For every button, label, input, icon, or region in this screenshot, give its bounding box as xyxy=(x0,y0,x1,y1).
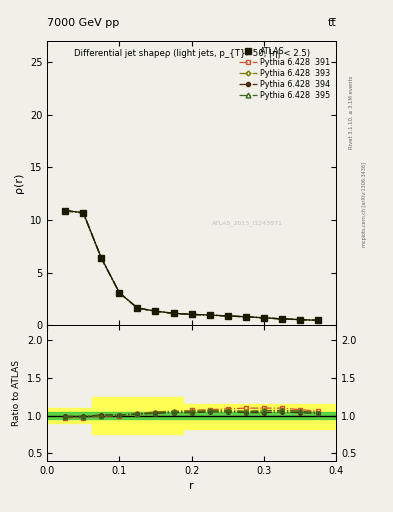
Text: tt̅: tt̅ xyxy=(327,18,336,28)
Text: ATLAS_2013_I1243871: ATLAS_2013_I1243871 xyxy=(212,220,283,226)
Text: mcplots.cern.ch [arXiv:1306.3436]: mcplots.cern.ch [arXiv:1306.3436] xyxy=(362,162,367,247)
Y-axis label: ρ(r): ρ(r) xyxy=(14,173,24,194)
X-axis label: r: r xyxy=(189,481,194,491)
Legend: ATLAS, Pythia 6.428  391, Pythia 6.428  393, Pythia 6.428  394, Pythia 6.428  39: ATLAS, Pythia 6.428 391, Pythia 6.428 39… xyxy=(238,45,332,101)
Text: Differential jet shapeρ (light jets, p_{T}>50, |η| < 2.5): Differential jet shapeρ (light jets, p_{… xyxy=(73,50,310,58)
Text: Rivet 3.1.10, ≥ 3.1M events: Rivet 3.1.10, ≥ 3.1M events xyxy=(349,76,354,150)
Text: 7000 GeV pp: 7000 GeV pp xyxy=(47,18,119,28)
Y-axis label: Ratio to ATLAS: Ratio to ATLAS xyxy=(12,360,21,426)
